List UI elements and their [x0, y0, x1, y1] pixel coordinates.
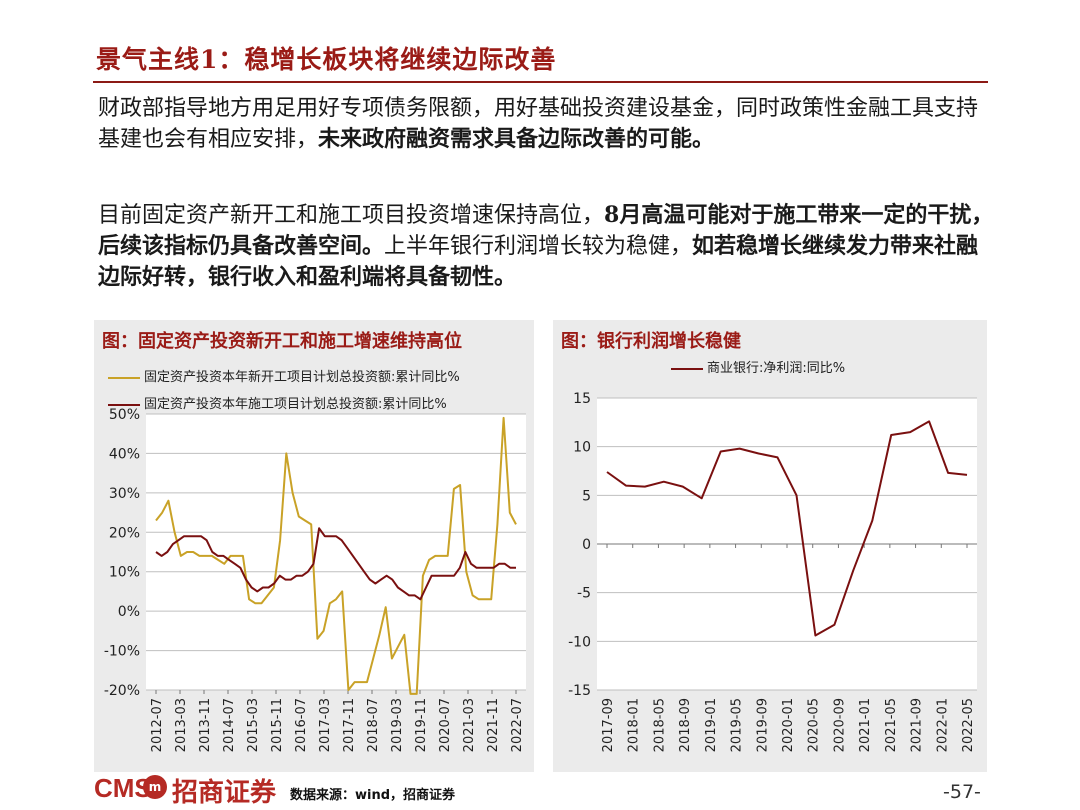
- series-line-0: [155, 416, 517, 695]
- chart-title-bank: 图：银行利润增长稳健: [561, 331, 741, 352]
- x-tick-label: 2021-03: [462, 698, 477, 752]
- x-tick-label: 2017-11: [342, 698, 357, 752]
- x-tick-label: 2021-11: [486, 698, 501, 752]
- y-tick-label: 30%: [109, 486, 140, 502]
- y-tick-label: 15: [573, 391, 591, 407]
- y-tick-label: -20%: [104, 683, 140, 699]
- legend-item-bank-profit: 商业银行:净利润:同比%: [671, 357, 845, 376]
- x-tick-label: 2016-07: [294, 698, 309, 752]
- cms-logo: CMS: [94, 773, 152, 803]
- x-tick-label: 2019-01: [704, 698, 719, 752]
- x-tick-label: 2020-01: [781, 698, 796, 752]
- y-tick-label: 0: [582, 537, 591, 553]
- x-tick-label: 2020-05: [807, 698, 822, 752]
- legend-label-construction: 固定资产投资本年施工项目计划总投资额:累计同比%: [144, 397, 447, 412]
- x-tick-label: 2018-09: [678, 698, 693, 752]
- legend-swatch-gold: [108, 376, 140, 379]
- plot-area: [146, 414, 526, 690]
- legend-label-bank-profit: 商业银行:净利润:同比%: [707, 361, 846, 376]
- y-tick-label: -5: [577, 586, 591, 602]
- slide-title: 景气主线1：稳增长板块将继续边际改善: [96, 45, 557, 74]
- x-tick-label: 2015-03: [246, 698, 261, 752]
- x-tick-label: 2020-07: [438, 698, 453, 752]
- paragraph-2-bold-2: 如若稳增长继续发力带来社融边际好转，银行收入和盈利端将具备韧性。: [98, 233, 979, 290]
- brand-name: 招商证券: [172, 778, 277, 808]
- x-tick-label: 2021-05: [884, 698, 899, 752]
- title-divider: [93, 81, 988, 83]
- series-line-1: [155, 527, 516, 601]
- y-tick-label: -10: [568, 634, 591, 650]
- chart-bank-svg: 15 10 5 0 -5 -10 -15 2017-09 2018-01 2018-05 2018-…: [568, 391, 977, 752]
- x-tick-label: 2019-11: [414, 698, 429, 752]
- series-line-0: [606, 420, 968, 637]
- x-tick-label: 2018-01: [627, 698, 642, 752]
- legend-item-new-start: 固定资产投资本年新开工项目计划总投资额:累计同比%: [108, 366, 460, 385]
- x-tick-label: 2022-05: [961, 698, 976, 752]
- x-tick-label: 2020-09: [832, 698, 847, 752]
- y-tick-label: 40%: [109, 446, 140, 462]
- legend-item-construction: 固定资产投资本年施工项目计划总投资额:累计同比%: [108, 393, 447, 412]
- paragraph-2-text-1: 目前固定资产新开工和施工项目投资增速保持高位，: [98, 203, 605, 228]
- x-tick-label: 2019-03: [390, 698, 405, 752]
- x-tick-label: 2013-11: [198, 698, 213, 752]
- chart-title-fai: 图：固定资产投资新开工和施工增速维持高位: [102, 331, 462, 352]
- x-tick-label: 2021-09: [910, 698, 925, 752]
- cms-badge-icon: m: [143, 775, 167, 799]
- y-tick-label: -15: [568, 683, 591, 699]
- x-tick-label: 2013-03: [174, 698, 189, 752]
- x-tick-label: 2019-09: [755, 698, 770, 752]
- data-source: 数据来源：wind，招商证券: [290, 788, 456, 803]
- y-tick-label: 50%: [109, 407, 140, 423]
- y-tick-label: 0%: [118, 604, 140, 620]
- paragraph-2-text-2: 上半年银行利润增长较为稳健，: [384, 234, 693, 259]
- x-tick-label: 2022-07: [510, 698, 525, 752]
- x-tick-label: 2014-07: [222, 698, 237, 752]
- x-tick-label: 2019-05: [730, 698, 745, 752]
- paragraph-2-bold-1: 8月高温可能对于施工带来一定的干扰，后续该指标仍具备改善空间。: [98, 202, 994, 259]
- y-tick-label: 10: [573, 440, 591, 456]
- x-tick-label: 2012-07: [150, 698, 165, 752]
- x-tick-label: 2018-05: [652, 698, 667, 752]
- x-tick-label: 2017-09: [601, 698, 616, 752]
- x-tick-label: 2021-01: [858, 698, 873, 752]
- legend-swatch-maroon: [108, 403, 140, 406]
- y-tick-label: -10%: [104, 644, 140, 660]
- paragraph-1-text: 财政部指导地方用足用好专项债务限额，用好基础投资建设基金，同时政策性金融工具支持…: [98, 96, 979, 152]
- x-tick-label: 2022-01: [935, 698, 950, 752]
- page-number: -57-: [943, 781, 981, 803]
- legend-swatch-bank: [671, 367, 703, 370]
- x-tick-label: 2018-07: [366, 698, 381, 752]
- legend-label-new-start: 固定资产投资本年新开工项目计划总投资额:累计同比%: [144, 370, 460, 385]
- chart-panel-bank: 图：银行利润增长稳健 商业银行:净利润:同比% 15 10 5 0 -5 -10 -15 20…: [553, 320, 987, 772]
- x-tick-label: 2017-03: [318, 698, 333, 752]
- chart-panel-fai: 图：固定资产投资新开工和施工增速维持高位 固定资产投资本年新开工项目计划总投资额…: [94, 320, 534, 772]
- paragraph-2: 目前固定资产新开工和施工项目投资增速保持高位，8月高温可能对于施工带来一定的干扰…: [98, 200, 998, 293]
- paragraph-1-bold: 未来政府融资需求具备边际改善的可能。: [318, 126, 715, 152]
- x-tick-label: 2015-11: [270, 698, 285, 752]
- y-tick-label: 20%: [109, 525, 140, 541]
- y-tick-label: 10%: [109, 565, 140, 581]
- paragraph-1: 财政部指导地方用足用好专项债务限额，用好基础投资建设基金，同时政策性金融工具支持…: [98, 93, 998, 155]
- chart-fai-svg: 50% 40% 30% 20% 10% 0% -10% -20% 2012-07 2013-03 2…: [104, 407, 526, 752]
- y-tick-label: 5: [582, 488, 591, 504]
